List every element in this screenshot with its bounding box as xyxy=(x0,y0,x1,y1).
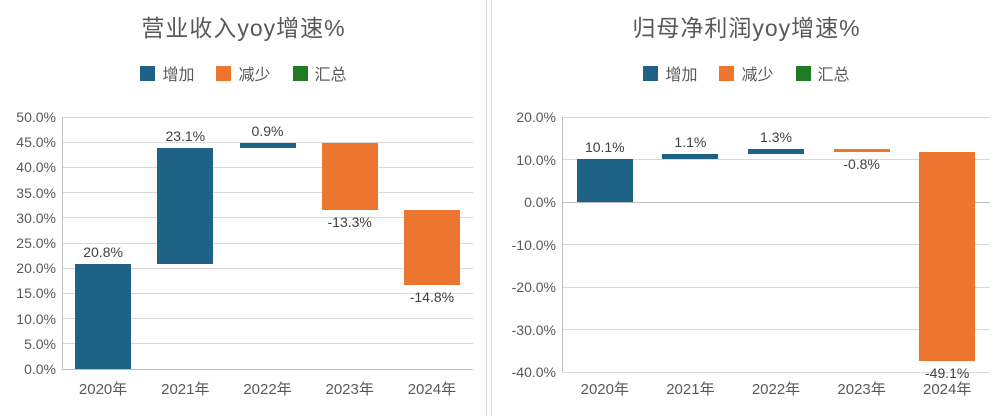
legend-swatch xyxy=(795,65,811,81)
x-axis-tick-label: 2024年 xyxy=(407,381,457,398)
y-axis-tick-label: 25.0% xyxy=(16,235,56,251)
bar-value-label: 1.3% xyxy=(760,128,792,145)
zero-gridline xyxy=(62,368,473,370)
chart-revenue-yoy-growth[interactable]: 营业收入yoy增速% 增加 减少 汇总 50.0% 45.0% 40.0% 35.0% 30… xyxy=(0,0,487,416)
y-axis-tick-label: 35.0% xyxy=(16,184,56,201)
waterfall-bar-2021年[interactable] xyxy=(662,154,719,160)
y-axis-tick-label: 40.0% xyxy=(16,159,56,176)
y-axis-tick-label: -10.0% xyxy=(511,236,556,253)
waterfall-bar-2024年[interactable] xyxy=(919,152,976,361)
x-axis-tick-label: 2020年 xyxy=(78,381,128,398)
x-axis-tick-label: 2021年 xyxy=(666,381,715,398)
chart-legend: 增加 减少 汇总 xyxy=(0,61,487,85)
waterfall-bar-2023年[interactable] xyxy=(321,143,378,211)
legend-item-汇总[interactable]: 汇总 xyxy=(292,61,347,85)
waterfall-bar-2022年[interactable] xyxy=(239,143,296,148)
y-axis-tick-label: -30.0% xyxy=(511,321,556,338)
chart-divider-line-left xyxy=(486,0,487,416)
y-axis-tick-label: 30.0% xyxy=(16,209,56,226)
gridline xyxy=(62,116,473,118)
legend-swatch xyxy=(643,65,659,81)
zero-gridline xyxy=(562,201,990,203)
y-axis-line xyxy=(62,117,63,369)
y-axis-tick-label: 50.0% xyxy=(16,109,56,125)
waterfall-bar-2020年[interactable] xyxy=(75,264,132,369)
gridline xyxy=(62,267,473,269)
chart-divider-line-right xyxy=(491,0,492,416)
legend-item-增加[interactable]: 增加 xyxy=(140,61,194,85)
legend-item-减少[interactable]: 减少 xyxy=(719,61,774,85)
bar-value-label: 1.1% xyxy=(674,134,707,151)
bar-value-label: -49.1% xyxy=(925,364,970,381)
waterfall-bar-2022年[interactable] xyxy=(748,148,804,155)
bar-value-label: -14.8% xyxy=(409,288,455,305)
x-axis-tick-label: 2024年 xyxy=(923,381,972,398)
y-axis-line xyxy=(562,117,563,372)
y-axis-tick-label: 10.0% xyxy=(16,310,56,327)
bar-value-label: 10.1% xyxy=(584,139,625,156)
y-axis-tick-label: 10.0% xyxy=(516,151,556,168)
y-axis-tick-label: 20.0% xyxy=(16,260,56,277)
legend-label: 减少 xyxy=(238,67,271,84)
y-axis-tick-label: 20.0% xyxy=(516,109,556,125)
bar-value-label: 20.8% xyxy=(83,244,123,261)
plot-area: 20.0% 10.0% 0.0% -10.0% -20.0% -30.0% -40.0% 10… xyxy=(493,0,1000,416)
legend-item-汇总[interactable]: 汇总 xyxy=(795,61,850,85)
gridline xyxy=(62,141,473,143)
x-axis-tick-label: 2023年 xyxy=(325,381,374,398)
plot-area: 50.0% 45.0% 40.0% 35.0% 30.0% 25.0% 20.0% 15.0%… xyxy=(0,0,487,416)
gridline xyxy=(562,371,990,373)
gridline xyxy=(62,192,473,194)
chart-title: 归母净利润yoy增速% xyxy=(632,15,861,41)
gridline xyxy=(62,343,473,345)
y-axis-tick-label: 45.0% xyxy=(16,134,56,151)
y-axis-tick-label: 5.0% xyxy=(24,335,56,352)
y-axis-tick-label: 0.0% xyxy=(524,194,556,210)
gridline xyxy=(62,166,473,168)
gridline xyxy=(562,159,990,160)
waterfall-bar-2024年[interactable] xyxy=(403,210,460,285)
legend-label: 汇总 xyxy=(817,67,850,84)
x-axis-tick-label: 2021年 xyxy=(161,381,210,398)
legend-label: 减少 xyxy=(741,67,774,84)
legend-item-增加[interactable]: 增加 xyxy=(643,61,697,85)
bar-value-label: -13.3% xyxy=(327,214,372,231)
gridline xyxy=(562,286,990,288)
gridline xyxy=(562,244,990,245)
x-axis-tick-label: 2020年 xyxy=(580,381,629,398)
gridline xyxy=(62,217,473,219)
y-axis-tick-label: -20.0% xyxy=(511,279,556,295)
gridline xyxy=(562,329,990,330)
chart-title: 营业收入yoy增速% xyxy=(141,15,346,41)
chart-net-profit-yoy-growth[interactable]: 归母净利润yoy增速% 增加 减少 汇总 20.0% 10.0% 0.0% -10.0% -… xyxy=(493,0,1000,416)
y-axis-tick-label: 0.0% xyxy=(24,361,56,377)
bar-value-label: -0.8% xyxy=(843,156,880,173)
waterfall-bar-2020年[interactable] xyxy=(576,159,633,202)
waterfall-bar-2023年[interactable] xyxy=(833,148,890,153)
legend-label: 增加 xyxy=(665,67,698,84)
bar-value-label: 0.9% xyxy=(251,123,284,140)
x-axis-tick-label: 2022年 xyxy=(751,381,801,398)
gridline xyxy=(62,242,473,244)
waterfall-bar-2021年[interactable] xyxy=(157,147,214,265)
legend-item-减少[interactable]: 减少 xyxy=(216,61,271,85)
legend-label: 增加 xyxy=(162,67,195,84)
legend-label: 汇总 xyxy=(314,67,347,84)
y-axis-tick-label: -40.0% xyxy=(511,364,556,380)
legend-swatch xyxy=(216,65,232,81)
legend-swatch xyxy=(140,65,156,81)
x-axis-tick-label: 2022年 xyxy=(243,381,292,398)
legend-swatch xyxy=(719,65,735,81)
gridline xyxy=(62,292,473,294)
gridline xyxy=(62,318,473,320)
legend-swatch xyxy=(292,65,308,81)
y-axis-tick-label: 15.0% xyxy=(16,285,56,302)
chart-legend: 增加 减少 汇总 xyxy=(493,61,1000,85)
x-axis-tick-label: 2023年 xyxy=(837,381,886,398)
gridline xyxy=(562,116,990,118)
bar-value-label: 23.1% xyxy=(165,127,206,144)
